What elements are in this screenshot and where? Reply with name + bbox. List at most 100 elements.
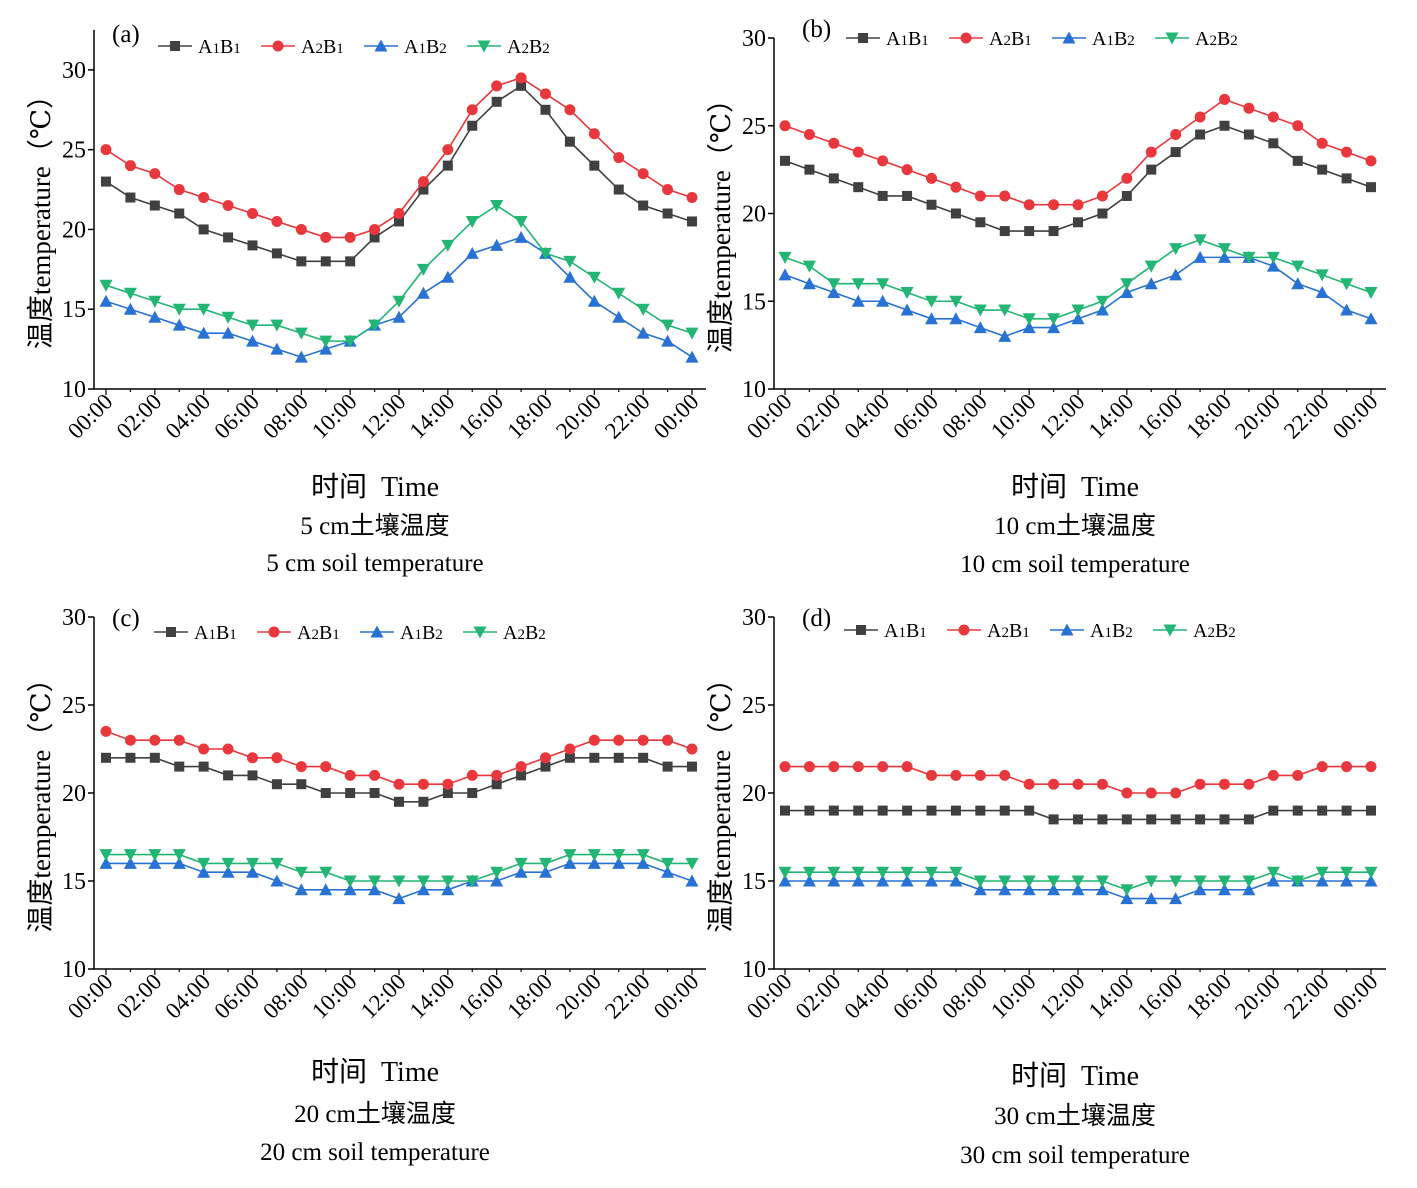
- data-point: [1364, 286, 1378, 299]
- data-point: [1292, 769, 1304, 781]
- x-tick-label: 20:00: [551, 969, 606, 1024]
- data-point: [1266, 874, 1280, 887]
- data-point: [1341, 761, 1353, 773]
- legend-label: A2B1: [989, 28, 1032, 50]
- legend-label: A2B1: [301, 36, 344, 58]
- x-tick-label: 22:00: [1279, 969, 1334, 1024]
- data-point: [491, 96, 502, 107]
- data-point: [246, 857, 259, 870]
- data-point: [1144, 260, 1158, 273]
- legend: A1B1 A2B1 A1B2 A2B2: [844, 620, 1236, 642]
- x-tick-label: 02:00: [791, 969, 846, 1024]
- y-axis-label: 温度temperature（℃）: [706, 86, 736, 353]
- y-tick-label: 20: [62, 217, 86, 243]
- series-line-A2B1: [784, 98, 1372, 206]
- data-point: [828, 173, 839, 184]
- data-point: [1146, 814, 1157, 825]
- data-point: [1267, 769, 1279, 781]
- data-point: [1169, 243, 1183, 256]
- data-point: [877, 761, 889, 773]
- data-point: [1121, 787, 1133, 799]
- data-point: [925, 866, 938, 879]
- y-tick-label: 30: [742, 26, 766, 52]
- legend: A1B1 A2B1 A1B2 A2B2: [846, 28, 1238, 50]
- data-point: [1169, 268, 1183, 281]
- data-point: [1170, 814, 1181, 825]
- data-point: [1315, 866, 1329, 879]
- data-point: [172, 318, 186, 331]
- data-point: [197, 865, 211, 878]
- data-point: [1340, 874, 1354, 887]
- data-point: [514, 857, 528, 870]
- data-point: [345, 788, 356, 798]
- data-point: [271, 779, 282, 790]
- data-point: [950, 208, 961, 219]
- data-point: [1120, 278, 1134, 291]
- data-point: [1219, 778, 1230, 790]
- data-point: [392, 295, 406, 308]
- data-point: [636, 326, 650, 339]
- data-point: [1315, 285, 1329, 298]
- data-point: [877, 805, 888, 816]
- data-point: [949, 866, 963, 879]
- data-point: [465, 246, 479, 259]
- data-point: [662, 184, 674, 196]
- data-point: [1267, 111, 1279, 123]
- x-tick-label: 06:00: [209, 389, 264, 444]
- data-point: [1218, 883, 1231, 896]
- data-point: [804, 164, 815, 175]
- data-point: [876, 874, 890, 887]
- data-point: [1048, 226, 1059, 237]
- data-point: [901, 761, 913, 773]
- data-point: [320, 231, 332, 243]
- data-point: [902, 805, 913, 816]
- data-point: [925, 312, 938, 325]
- data-point: [1170, 147, 1181, 158]
- data-point: [778, 866, 792, 879]
- data-point: [369, 788, 380, 798]
- data-point: [973, 875, 987, 888]
- data-point: [926, 805, 937, 816]
- data-point: [294, 327, 308, 340]
- data-point: [393, 207, 405, 219]
- data-point: [123, 287, 137, 300]
- data-point: [613, 184, 624, 195]
- data-point: [465, 215, 479, 228]
- data-point: [441, 883, 455, 896]
- data-point: [1193, 234, 1207, 247]
- data-point: [416, 286, 430, 299]
- data-point: [344, 769, 356, 781]
- data-point: [418, 796, 429, 807]
- data-point: [1071, 883, 1085, 896]
- data-point: [270, 874, 284, 887]
- data-point: [926, 199, 937, 210]
- data-point: [418, 184, 429, 195]
- data-point: [1072, 778, 1084, 790]
- data-point: [368, 875, 382, 888]
- x-tick-label: 20:00: [1230, 969, 1285, 1024]
- data-point: [271, 215, 283, 227]
- data-point: [1144, 277, 1158, 290]
- data-point: [612, 310, 626, 323]
- data-point: [999, 805, 1010, 816]
- x-tick-label: 08:00: [937, 389, 992, 444]
- data-point: [926, 769, 937, 781]
- data-point: [1047, 883, 1061, 896]
- x-tick-label: 18:00: [502, 389, 557, 444]
- data-point: [1194, 111, 1206, 123]
- data-point: [1242, 875, 1256, 888]
- data-point: [1193, 250, 1207, 263]
- data-point: [343, 875, 357, 888]
- data-point: [780, 155, 790, 166]
- data-point: [564, 752, 575, 763]
- x-tick-label: 08:00: [258, 969, 313, 1024]
- data-point: [1073, 217, 1083, 228]
- data-point: [392, 892, 406, 905]
- data-point: [319, 335, 333, 348]
- y-tick-label: 25: [62, 693, 86, 719]
- data-point: [828, 761, 840, 773]
- data-point: [490, 238, 504, 251]
- legend-marker: [1060, 623, 1074, 636]
- data-point: [173, 184, 185, 196]
- data-point: [827, 278, 841, 291]
